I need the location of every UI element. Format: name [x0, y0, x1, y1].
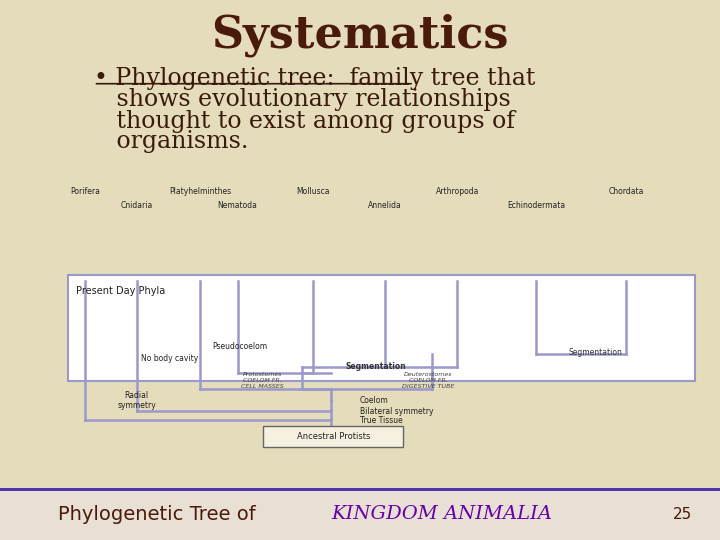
Text: Annelida: Annelida: [369, 201, 402, 210]
Text: Arthropoda: Arthropoda: [436, 187, 479, 196]
Text: Segmentation: Segmentation: [346, 362, 406, 370]
Text: Coelom: Coelom: [360, 396, 389, 405]
Text: Porifera: Porifera: [70, 187, 100, 196]
Text: thought to exist among groups of: thought to exist among groups of: [94, 110, 515, 133]
Text: 25: 25: [673, 507, 693, 522]
Text: Radial
symmetry: Radial symmetry: [117, 391, 156, 410]
Text: Pseudocoelom: Pseudocoelom: [212, 342, 268, 351]
Text: Present Day Phyla: Present Day Phyla: [76, 286, 165, 296]
Text: Protostomes
COELOM FR.
CELL MASSES: Protostomes COELOM FR. CELL MASSES: [241, 373, 284, 389]
Text: True Tissue: True Tissue: [360, 416, 402, 425]
Text: Phylogenetic Tree of: Phylogenetic Tree of: [58, 504, 268, 524]
FancyBboxPatch shape: [263, 426, 403, 447]
Text: Systematics: Systematics: [211, 14, 509, 57]
Text: Platyhelminthes: Platyhelminthes: [169, 187, 231, 196]
Bar: [68, 275, 695, 381]
Text: Nematoda: Nematoda: [217, 201, 258, 210]
Text: Cnidaria: Cnidaria: [121, 201, 153, 210]
Text: Chordata: Chordata: [608, 187, 644, 196]
Text: organisms.: organisms.: [94, 130, 248, 153]
Text: shows evolutionary relationships: shows evolutionary relationships: [94, 89, 510, 111]
Text: KINGDOM ANIMALIA: KINGDOM ANIMALIA: [331, 505, 552, 523]
Text: Echinodermata: Echinodermata: [508, 201, 565, 210]
Bar: [0, 489, 720, 540]
Bar: [0, 488, 720, 491]
Text: Bilateral symmetry: Bilateral symmetry: [360, 407, 433, 416]
Text: • Phylogenetic tree:  family tree that: • Phylogenetic tree: family tree that: [94, 67, 535, 90]
Text: Ancestral Protists: Ancestral Protists: [297, 432, 370, 441]
Text: Deuterostomes
COELOM FR.
DIGESTIVE TUBE: Deuterostomes COELOM FR. DIGESTIVE TUBE: [402, 373, 454, 389]
Text: Segmentation: Segmentation: [569, 348, 623, 357]
Text: Mollusca: Mollusca: [297, 187, 330, 196]
Text: No body cavity: No body cavity: [140, 354, 198, 363]
